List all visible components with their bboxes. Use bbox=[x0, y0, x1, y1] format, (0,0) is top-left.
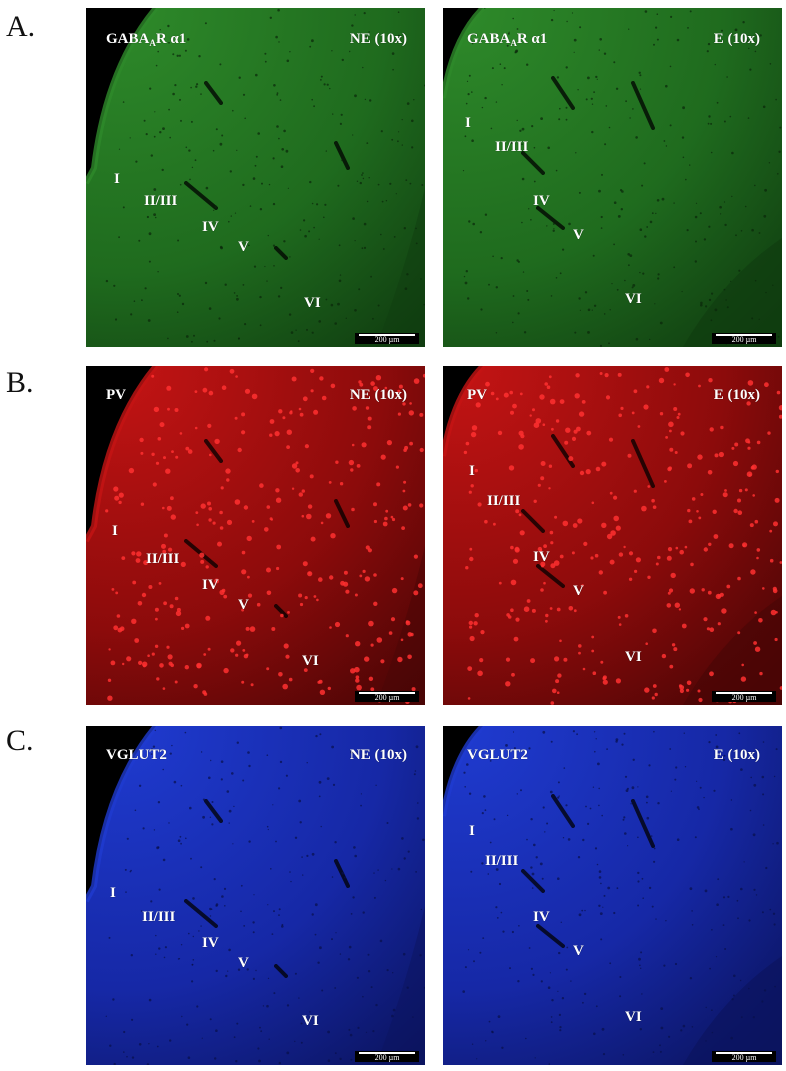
layer-label-i: I bbox=[469, 823, 475, 839]
scale-bar: 200 µm bbox=[355, 691, 419, 702]
tissue-image bbox=[86, 366, 425, 705]
micrograph-panel-a-ne: GABAAR α1 NE (10x) I II/III IV V VI 200 … bbox=[86, 8, 425, 347]
scale-bar: 200 µm bbox=[712, 1051, 776, 1062]
layer-label-iv: IV bbox=[533, 909, 550, 925]
micrograph-panel-b-e: PV E (10x) I II/III IV V VI 200 µm bbox=[443, 366, 782, 705]
layer-label-vi: VI bbox=[304, 295, 321, 311]
condition-label: E (10x) bbox=[713, 387, 760, 403]
marker-label: GABAAR α1 bbox=[467, 31, 548, 48]
scale-bar: 200 µm bbox=[355, 333, 419, 344]
condition-label: E (10x) bbox=[713, 747, 760, 763]
layer-label-vi: VI bbox=[302, 1013, 319, 1029]
micrograph-panel-c-ne: VGLUT2 NE (10x) I II/III IV V VI 200 µm bbox=[86, 726, 425, 1065]
layer-label-ii-iii: II/III bbox=[146, 551, 180, 567]
layer-label-i: I bbox=[114, 171, 120, 187]
layer-label-i: I bbox=[112, 523, 118, 539]
row-label-c: C. bbox=[6, 724, 34, 757]
layer-label-v: V bbox=[573, 943, 584, 959]
row-label-a: A. bbox=[6, 10, 36, 43]
tissue-region bbox=[86, 726, 425, 1065]
marker-label: GABAAR α1 bbox=[106, 31, 187, 48]
layer-label-ii-iii: II/III bbox=[485, 853, 519, 869]
condition-label: NE (10x) bbox=[349, 387, 407, 403]
marker-label: PV bbox=[467, 387, 487, 403]
condition-label: NE (10x) bbox=[349, 31, 407, 47]
tissue-region bbox=[86, 366, 425, 705]
row-label-b: B. bbox=[6, 366, 34, 399]
micrograph-panel-b-ne: PV NE (10x) I II/III IV V VI 200 µm bbox=[86, 366, 425, 705]
layer-label-v: V bbox=[238, 239, 249, 255]
layer-label-vi: VI bbox=[625, 1009, 642, 1025]
marker-label: VGLUT2 bbox=[106, 747, 167, 763]
micrograph-panel-c-e: VGLUT2 E (10x) I II/III IV V VI 200 µm bbox=[443, 726, 782, 1065]
tissue-region bbox=[443, 8, 782, 347]
layer-label-ii-iii: II/III bbox=[144, 193, 178, 209]
layer-label-vi: VI bbox=[302, 653, 319, 669]
layer-label-vi: VI bbox=[625, 291, 642, 307]
tissue-image bbox=[443, 366, 782, 705]
scale-bar: 200 µm bbox=[712, 691, 776, 702]
layer-label-v: V bbox=[238, 597, 249, 613]
layer-label-ii-iii: II/III bbox=[142, 909, 176, 925]
scale-bar: 200 µm bbox=[355, 1051, 419, 1062]
layer-label-vi: VI bbox=[625, 649, 642, 665]
layer-label-iv: IV bbox=[533, 193, 550, 209]
layer-label-i: I bbox=[465, 115, 471, 131]
tissue-image bbox=[443, 8, 782, 347]
layer-label-i: I bbox=[110, 885, 116, 901]
scale-bar: 200 µm bbox=[712, 333, 776, 344]
layer-label-iv: IV bbox=[202, 219, 219, 235]
marker-label: PV bbox=[106, 387, 126, 403]
condition-label: E (10x) bbox=[713, 31, 760, 47]
tissue-region bbox=[443, 726, 782, 1065]
layer-label-i: I bbox=[469, 463, 475, 479]
layer-label-iv: IV bbox=[202, 935, 219, 951]
layer-label-ii-iii: II/III bbox=[495, 139, 529, 155]
tissue-image bbox=[86, 8, 425, 347]
micrograph-panel-a-e: GABAAR α1 E (10x) I II/III IV V VI 200 µ… bbox=[443, 8, 782, 347]
tissue-region bbox=[86, 8, 425, 347]
layer-label-v: V bbox=[573, 227, 584, 243]
layer-label-v: V bbox=[573, 583, 584, 599]
tissue-image bbox=[443, 726, 782, 1065]
layer-label-ii-iii: II/III bbox=[487, 493, 521, 509]
tissue-image bbox=[86, 726, 425, 1065]
marker-label: VGLUT2 bbox=[467, 747, 528, 763]
layer-label-iv: IV bbox=[533, 549, 550, 565]
layer-label-v: V bbox=[238, 955, 249, 971]
layer-label-iv: IV bbox=[202, 577, 219, 593]
condition-label: NE (10x) bbox=[349, 747, 407, 763]
